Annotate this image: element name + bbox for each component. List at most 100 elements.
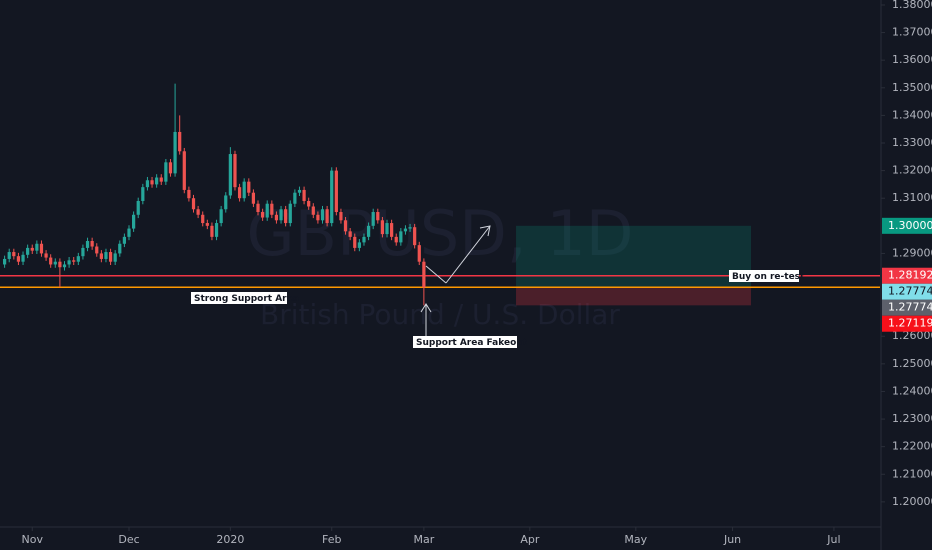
candle-body <box>168 162 173 174</box>
candle-body <box>95 246 99 254</box>
y-tick-label: 1.22000 <box>892 440 932 453</box>
candle-body <box>81 247 85 257</box>
annotation-box <box>191 292 287 304</box>
x-tick-label: Feb <box>322 533 341 546</box>
candle-body <box>274 214 279 221</box>
candle-body <box>219 209 223 224</box>
x-tick-label: May <box>624 533 647 546</box>
candle-body <box>390 223 394 237</box>
y-tick-label: 1.34000 <box>892 108 932 121</box>
candle-body <box>320 209 325 221</box>
candle-body <box>30 247 34 251</box>
candle-body <box>284 209 288 224</box>
candle-body <box>403 228 408 232</box>
candle-body <box>118 243 122 254</box>
candle-body <box>145 180 150 188</box>
arrow-head <box>420 303 432 313</box>
candle-body <box>270 203 274 215</box>
candle-body <box>376 212 380 221</box>
annotation-box <box>413 336 517 348</box>
candle-body <box>380 220 385 235</box>
candle-body <box>159 177 163 182</box>
candle-body <box>62 264 67 268</box>
candle-body <box>132 214 136 229</box>
candle-body <box>72 260 76 262</box>
x-tick-label: Dec <box>118 533 139 546</box>
y-tick-label: 1.33000 <box>892 136 932 149</box>
candle-body <box>371 212 375 226</box>
candle-body <box>399 231 403 243</box>
candle-body <box>394 236 398 243</box>
candle-body <box>205 223 209 226</box>
candle-body <box>108 252 113 262</box>
candle-body <box>316 214 320 221</box>
price-tag-label: 1.27774 <box>888 301 932 314</box>
candle-body <box>293 192 297 204</box>
candle-body <box>136 200 140 215</box>
target-zone <box>516 225 751 288</box>
arrow <box>445 225 491 284</box>
candle-body <box>99 253 103 259</box>
candle-body <box>187 189 191 199</box>
candle-body <box>150 180 154 185</box>
price-tag <box>882 267 932 284</box>
candle-body <box>35 243 39 251</box>
price-tag-label: 1.27119 <box>888 317 932 330</box>
candle-body <box>339 212 343 221</box>
candle-body <box>325 209 329 224</box>
x-tick-label: 2020 <box>216 533 244 546</box>
y-tick-label: 1.29000 <box>892 246 932 259</box>
candle-body <box>307 200 311 207</box>
candle-body <box>417 245 421 262</box>
candle-body <box>85 241 90 248</box>
candle-body <box>49 257 53 265</box>
watermark-subtitle: British Pound / U.S. Dollar <box>260 298 620 331</box>
candle-body <box>44 253 48 258</box>
candle-body <box>297 189 302 193</box>
candle-body <box>288 203 292 224</box>
candle-body <box>191 198 196 210</box>
annotation: Buy on re-test <box>732 272 805 282</box>
candle-body <box>247 181 251 193</box>
candle-body <box>76 256 80 262</box>
arrow-tail <box>425 265 447 284</box>
x-tick-label: Apr <box>520 533 540 546</box>
candle-body <box>39 243 44 254</box>
candle-body <box>58 261 62 268</box>
candle-body <box>67 260 71 265</box>
candle-body <box>16 256 21 262</box>
annotations: Strong Support Area Support Area Fakeout… <box>191 270 805 348</box>
candle-body <box>279 209 283 221</box>
y-tick-label: 1.38000 <box>892 0 932 11</box>
y-tick-label: 1.37000 <box>892 26 932 39</box>
x-tick-label: Jul <box>826 533 840 546</box>
candle-body <box>127 228 131 237</box>
y-tick-label: 1.31000 <box>892 191 932 204</box>
candle-body <box>141 187 145 201</box>
price-tag-label: 1.28192 <box>888 269 932 282</box>
price-tag <box>882 217 932 234</box>
candle-body <box>357 242 361 248</box>
x-tick-label: Mar <box>413 533 434 546</box>
price-tag <box>882 299 932 316</box>
y-tick-label: 1.32000 <box>892 164 932 177</box>
arrow-head <box>479 225 491 237</box>
candle-body <box>210 225 214 237</box>
candle-body <box>224 195 228 210</box>
candle-body <box>242 181 246 199</box>
candle-body <box>7 252 11 259</box>
candle-body <box>233 154 237 188</box>
candle-body <box>113 253 117 262</box>
candle-body <box>164 162 168 182</box>
annotation: Strong Support Area <box>194 294 299 304</box>
candle-body <box>228 154 232 196</box>
candle-body <box>2 258 7 265</box>
candle-body <box>251 192 256 204</box>
candle-body <box>237 187 242 199</box>
candle-body <box>353 236 357 248</box>
candle-body <box>53 261 57 265</box>
y-tick-label: 1.24000 <box>892 384 932 397</box>
y-tick-label: 1.35000 <box>892 81 932 94</box>
candle-body <box>26 247 30 255</box>
candle-body <box>155 177 159 185</box>
